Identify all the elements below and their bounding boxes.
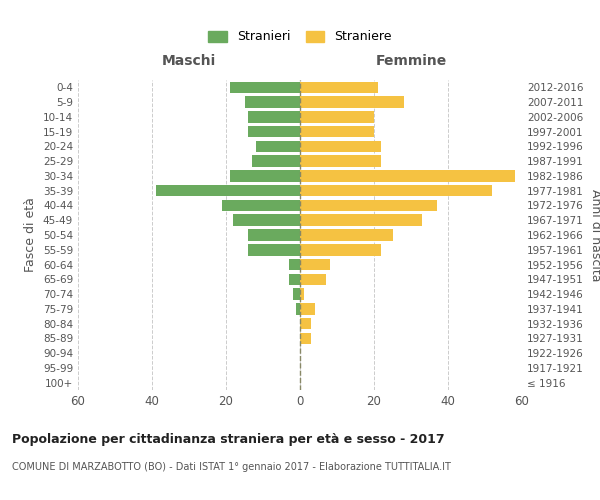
Bar [230, 170, 300, 181]
Bar [296, 303, 300, 314]
Bar [300, 274, 326, 285]
Bar [230, 82, 300, 93]
Bar [289, 274, 300, 285]
Bar [300, 229, 392, 241]
Bar [248, 126, 300, 138]
Bar [293, 288, 300, 300]
Bar [300, 96, 404, 108]
Bar [300, 318, 311, 330]
Bar [248, 244, 300, 256]
Bar [245, 96, 300, 108]
Bar [300, 288, 304, 300]
Bar [300, 170, 515, 181]
Bar [300, 185, 493, 196]
Bar [300, 214, 422, 226]
Bar [300, 244, 382, 256]
Bar [233, 214, 300, 226]
Bar [252, 156, 300, 167]
Y-axis label: Anni di nascita: Anni di nascita [589, 188, 600, 281]
Bar [300, 126, 374, 138]
Bar [300, 332, 311, 344]
Bar [300, 156, 382, 167]
Bar [289, 259, 300, 270]
Bar [156, 185, 300, 196]
Bar [300, 111, 374, 122]
Bar [300, 200, 437, 211]
Bar [300, 82, 378, 93]
Legend: Stranieri, Straniere: Stranieri, Straniere [208, 30, 392, 44]
Text: Maschi: Maschi [162, 54, 216, 68]
Bar [223, 200, 300, 211]
Bar [300, 303, 315, 314]
Text: COMUNE DI MARZABOTTO (BO) - Dati ISTAT 1° gennaio 2017 - Elaborazione TUTTITALIA: COMUNE DI MARZABOTTO (BO) - Dati ISTAT 1… [12, 462, 451, 472]
Bar [248, 229, 300, 241]
Text: Popolazione per cittadinanza straniera per età e sesso - 2017: Popolazione per cittadinanza straniera p… [12, 432, 445, 446]
Bar [256, 140, 300, 152]
Bar [300, 140, 382, 152]
Text: Femmine: Femmine [376, 54, 446, 68]
Y-axis label: Fasce di età: Fasce di età [25, 198, 37, 272]
Bar [248, 111, 300, 122]
Bar [300, 259, 329, 270]
